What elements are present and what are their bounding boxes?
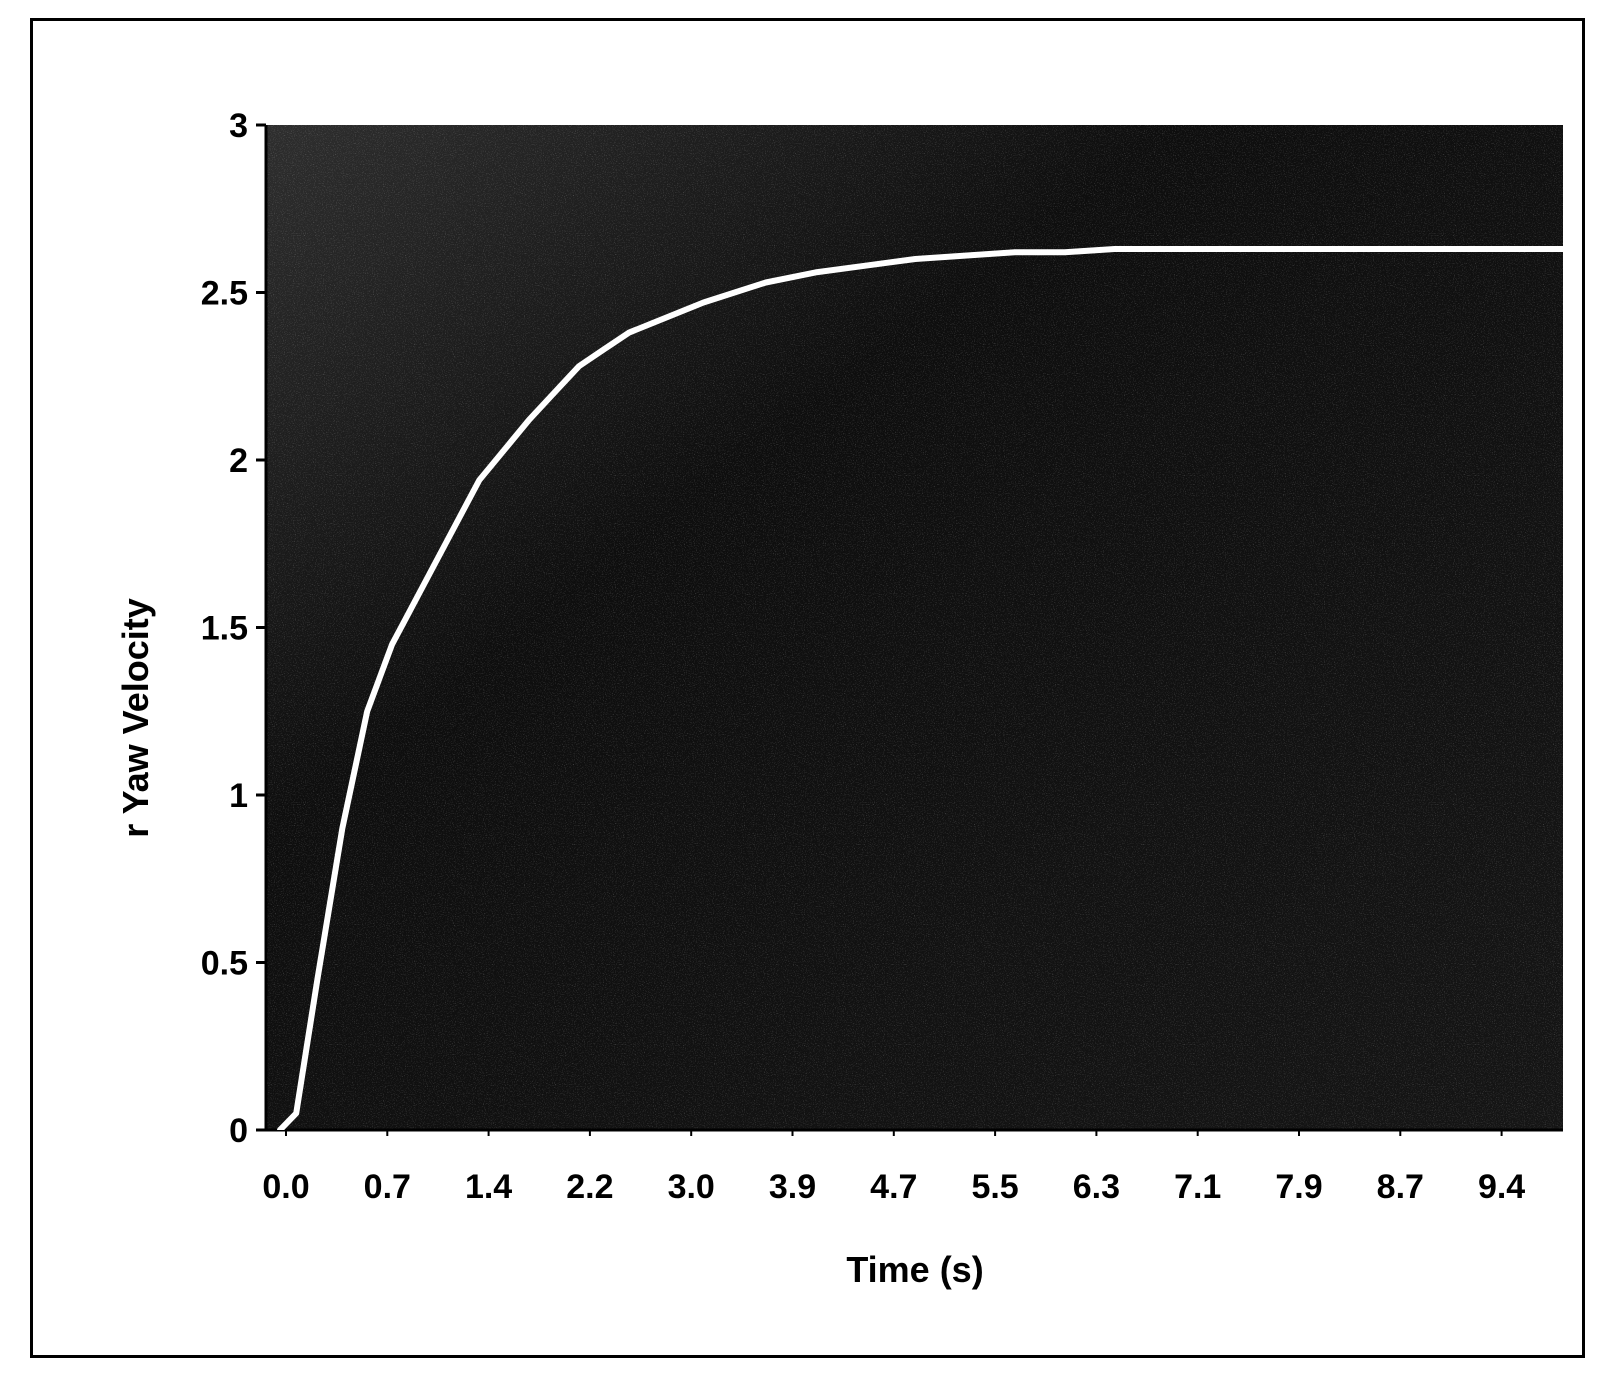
x-tick-label: 4.7 [870, 1168, 917, 1206]
x-axis-ticks: 0.0 0.7 1.4 2.2 3.0 3.9 4.7 5.5 6.3 7.1 7.9 8.7 9.4 [262, 1130, 1525, 1206]
y-tick-label: 2 [229, 442, 248, 480]
y-tick-label: 1 [229, 777, 248, 815]
y-axis-label: r Yaw Velocity [115, 598, 156, 837]
x-tick-label: 7.1 [1174, 1168, 1221, 1206]
y-tick-label: 2.5 [201, 275, 248, 313]
x-tick-label: 8.7 [1377, 1168, 1424, 1206]
x-axis-label: Time (s) [846, 1249, 983, 1290]
series-line [277, 246, 1563, 1130]
x-tick-label: 6.3 [1073, 1168, 1120, 1206]
x-tick-label: 3.0 [668, 1168, 715, 1206]
x-tick-label: 0.0 [262, 1168, 309, 1206]
x-tick-label: 0.7 [364, 1168, 411, 1206]
y-tick-label: 0.5 [201, 945, 248, 983]
y-tick-label: 0 [229, 1112, 248, 1150]
x-tick-label: 7.9 [1275, 1168, 1322, 1206]
x-tick-label: 1.4 [465, 1168, 512, 1206]
x-tick-label: 5.5 [971, 1168, 1018, 1206]
plot-area [266, 125, 1563, 1130]
x-tick-label: 9.4 [1478, 1168, 1525, 1206]
y-tick-label: 1.5 [201, 610, 248, 648]
plot-texture [266, 125, 1563, 1130]
y-tick-label: 3 [229, 107, 248, 145]
y-axis-ticks: 0 0.5 1 1.5 2 2.5 3 [201, 107, 266, 1150]
x-tick-label: 2.2 [566, 1168, 613, 1206]
x-tick-label: 3.9 [769, 1168, 816, 1206]
